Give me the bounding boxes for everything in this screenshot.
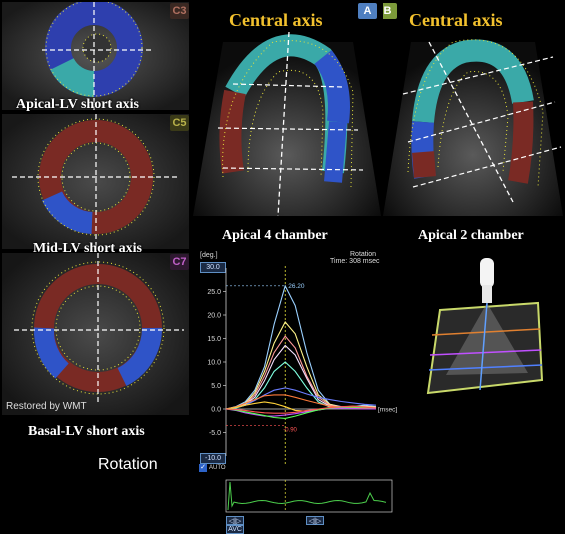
nav-left-button[interactable]: ◁|▷ xyxy=(226,516,244,525)
basal-caption: Basal-LV short axis xyxy=(28,424,145,439)
apical-4-chamber-caption: Apical 4 chamber xyxy=(222,228,328,243)
mid-tag: C5 xyxy=(170,115,189,131)
rotation-label: Rotation xyxy=(98,456,158,473)
apical-2-chamber-caption: Apical 2 chamber xyxy=(418,228,524,243)
auto-checkbox[interactable]: ✓ AUTO xyxy=(199,464,226,472)
graph-unit-label: [deg.] xyxy=(200,252,218,259)
checkbox-icon: ✓ xyxy=(199,464,207,472)
rotation-graph-panel[interactable]: [deg.] Rotation Time: 308 msec 30.0 -10.… xyxy=(196,248,406,534)
series-line-9 xyxy=(225,407,376,417)
tag-b: B xyxy=(383,3,397,19)
central-axis-title-right: Central axis xyxy=(409,10,503,30)
mid-caption: Mid-LV short axis xyxy=(33,241,142,256)
mid-short-axis-image xyxy=(2,114,189,249)
x-unit-label: [msec] xyxy=(378,407,397,414)
series-line-10 xyxy=(225,406,377,419)
central-axis-title-left: Central axis xyxy=(229,10,323,30)
basal-short-axis-panel[interactable]: C7 Restored by WMT xyxy=(2,253,189,415)
y-tick-label: 25.0 xyxy=(207,289,221,296)
apical-caption: Apical-LV short axis xyxy=(16,97,139,112)
series-line-6 xyxy=(225,387,377,410)
y-tick-label: 10.0 xyxy=(207,360,221,367)
y-tick-label: -5.0 xyxy=(209,430,221,437)
basal-short-axis-image xyxy=(2,253,189,415)
graph-time-label: Time: 308 msec xyxy=(330,258,380,265)
ecg-trace xyxy=(227,481,387,511)
apical-short-axis-image xyxy=(2,2,189,110)
watermark-text: Restored by WMT xyxy=(6,401,87,412)
peak-label: 26.20 xyxy=(288,283,305,290)
y-tick-label: 20.0 xyxy=(207,313,221,320)
max-value-box[interactable]: 30.0 xyxy=(200,262,226,273)
probe-3d-image xyxy=(426,258,544,395)
y-tick-label: 15.0 xyxy=(207,336,221,343)
graph-title: Rotation xyxy=(350,251,377,258)
min-label: -0.90 xyxy=(283,427,297,433)
series-line-1 xyxy=(225,284,377,410)
apical-4-chamber-image xyxy=(193,31,381,216)
avc-button[interactable]: AVC xyxy=(226,525,244,534)
min-value-box[interactable]: -10.0 xyxy=(200,453,226,464)
basal-tag: C7 xyxy=(170,254,189,270)
mid-short-axis-panel[interactable]: C5 xyxy=(2,114,189,249)
probe-3d-view[interactable] xyxy=(420,255,550,405)
tag-a: A xyxy=(358,3,377,19)
apical-4-chamber-panel[interactable]: Central axis A xyxy=(193,2,381,216)
y-tick-label: 5.0 xyxy=(211,383,221,390)
apical-short-axis-panel[interactable]: C3 xyxy=(2,2,189,110)
apical-2-chamber-image xyxy=(383,39,563,216)
ecg-frame xyxy=(225,479,393,513)
nav-right-button[interactable]: ◁|▷ xyxy=(306,516,324,525)
auto-label: AUTO xyxy=(209,465,226,471)
series-line-11 xyxy=(225,405,377,414)
y-tick-label: 0.0 xyxy=(211,407,221,414)
rotation-graph: -5.0 0.0 5.0 10.0 15.0 20.0 25.0 [msec] 26.20 -0.… xyxy=(207,266,397,513)
apical-2-chamber-panel[interactable]: Central axis B xyxy=(383,2,563,216)
apical-tag: C3 xyxy=(170,3,189,19)
